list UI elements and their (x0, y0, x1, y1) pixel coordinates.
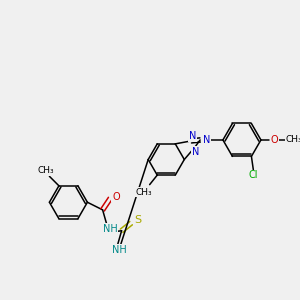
Text: NH: NH (103, 224, 117, 234)
Text: NH: NH (112, 245, 127, 255)
Text: Cl: Cl (249, 170, 258, 180)
Text: O: O (112, 192, 120, 202)
Text: S: S (134, 215, 141, 225)
Text: N: N (188, 131, 196, 141)
Text: CH₃: CH₃ (37, 166, 54, 175)
Text: CH₃: CH₃ (286, 136, 300, 145)
Text: O: O (270, 135, 278, 145)
Text: N: N (192, 147, 200, 157)
Text: CH₃: CH₃ (136, 188, 152, 197)
Text: N: N (203, 135, 211, 145)
